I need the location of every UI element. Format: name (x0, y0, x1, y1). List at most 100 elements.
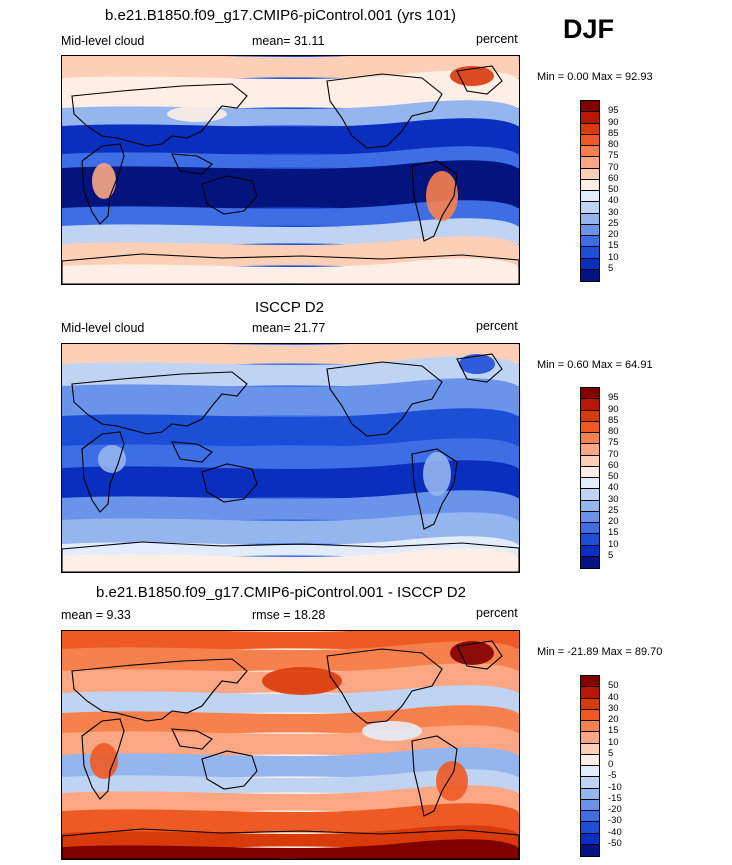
field-anomaly (92, 163, 116, 199)
colorbar-tick-label: 75 (608, 437, 619, 449)
colorbar-tick-label: -10 (608, 781, 622, 793)
coastline (201, 175, 258, 215)
field-anomaly (450, 66, 494, 86)
colorbar-swatch (581, 455, 599, 467)
coastline (71, 83, 248, 147)
colorbar-swatch (581, 511, 599, 523)
colorbar-swatch (581, 146, 599, 158)
colorbar-tick-label: 80 (608, 426, 619, 437)
coastline (456, 65, 503, 95)
colorbar-swatch (581, 123, 599, 135)
coastline (81, 431, 125, 513)
colorbar-swatch (581, 799, 599, 811)
colorbar-swatch (581, 410, 599, 422)
colorbar-swatch (581, 754, 599, 766)
colorbar-tick-label: 90 (608, 403, 619, 415)
colorbar-tick-label: 25 (608, 217, 619, 229)
field-band (62, 258, 519, 284)
colorbar-swatch (581, 534, 599, 546)
coastline (62, 541, 519, 572)
colorbar-swatch (581, 721, 599, 733)
colorbar-swatch (581, 788, 599, 800)
coastline (411, 160, 458, 242)
colorbar-tick-label: 40 (608, 691, 619, 703)
colorbar-tick-label: 20 (608, 714, 619, 725)
colorbar-swatch (581, 213, 599, 225)
colorbar-tick-label: 10 (608, 538, 619, 550)
panel-2-minmax: Min = 0.60 Max = 64.91 (537, 359, 653, 371)
colorbar-tick-label: 5 (608, 262, 614, 274)
colorbar-swatch (581, 157, 599, 169)
panel-3-title: b.e21.B1850.f09_g17.CMIP6-piControl.001 … (96, 584, 466, 601)
coastline (411, 735, 458, 817)
panel-1-variable-label: Mid-level cloud (61, 34, 145, 48)
coastline (326, 648, 443, 724)
coastline (201, 750, 258, 790)
panel-3-colorbar (580, 675, 600, 857)
colorbar-swatch (581, 489, 599, 501)
colorbar-tick-label: 10 (608, 736, 619, 748)
colorbar-tick-label: 60 (608, 172, 619, 184)
coastline (81, 143, 125, 225)
colorbar-swatch (581, 698, 599, 710)
coastline (326, 361, 443, 437)
field-anomaly (98, 445, 126, 473)
panel-2-map (61, 343, 520, 573)
colorbar-swatch (581, 134, 599, 146)
colorbar-tick-label: 50 (608, 680, 619, 692)
colorbar-swatch (581, 545, 599, 557)
panel-3-minmax: Min = -21.89 Max = 89.70 (537, 646, 663, 658)
colorbar-tick-label: 70 (608, 161, 619, 173)
colorbar-tick-label: 15 (608, 240, 619, 252)
colorbar-tick-label: 20 (608, 229, 619, 240)
panel-1-minmax: Min = 0.00 Max = 92.93 (537, 71, 653, 83)
colorbar-swatch (581, 743, 599, 755)
colorbar-swatch (581, 179, 599, 191)
field-anomaly (436, 761, 468, 801)
field-anomaly (262, 667, 342, 695)
colorbar-tick-label: 30 (608, 493, 619, 505)
colorbar-tick-label: 90 (608, 116, 619, 128)
coastline (171, 441, 213, 463)
colorbar-swatch (581, 766, 599, 778)
colorbar-tick-label: 5 (608, 747, 614, 759)
colorbar-swatch (581, 269, 599, 281)
colorbar-tick-label: 5 (608, 549, 614, 561)
field-band (62, 839, 519, 859)
coastline (62, 828, 519, 859)
panel-3-units: percent (476, 606, 518, 620)
colorbar-swatch (581, 421, 599, 433)
colorbar-tick-label: -15 (608, 792, 622, 804)
colorbar-swatch (581, 258, 599, 270)
coastline (201, 463, 258, 503)
colorbar-swatch (581, 388, 599, 400)
colorbar-swatch (581, 822, 599, 834)
colorbar-tick-label: 95 (608, 392, 619, 404)
field-anomaly (362, 721, 422, 741)
colorbar-tick-label: 80 (608, 139, 619, 150)
colorbar-swatch (581, 112, 599, 124)
colorbar-tick-label: 30 (608, 702, 619, 714)
colorbar-swatch (581, 844, 599, 856)
colorbar-swatch (581, 687, 599, 699)
colorbar-tick-label: -50 (608, 837, 622, 849)
colorbar-swatch (581, 236, 599, 248)
colorbar-swatch (581, 833, 599, 845)
season-label: DJF (563, 14, 615, 44)
coastline (171, 728, 213, 750)
colorbar-swatch (581, 224, 599, 236)
field-anomaly (426, 171, 458, 221)
panel-2-variable-label: Mid-level cloud (61, 321, 145, 335)
panel-1-title: b.e21.B1850.f09_g17.CMIP6-piControl.001 … (105, 7, 457, 24)
colorbar-tick-label: 40 (608, 482, 619, 494)
colorbar-swatch (581, 732, 599, 744)
panel-3-map (61, 630, 520, 860)
colorbar-tick-label: 10 (608, 251, 619, 263)
coastline (81, 718, 125, 800)
colorbar-tick-label: 95 (608, 105, 619, 117)
coastline (71, 371, 248, 435)
colorbar-tick-label: 85 (608, 127, 619, 139)
colorbar-tick-label: 20 (608, 516, 619, 527)
colorbar-swatch (581, 247, 599, 259)
colorbar-swatch (581, 777, 599, 789)
